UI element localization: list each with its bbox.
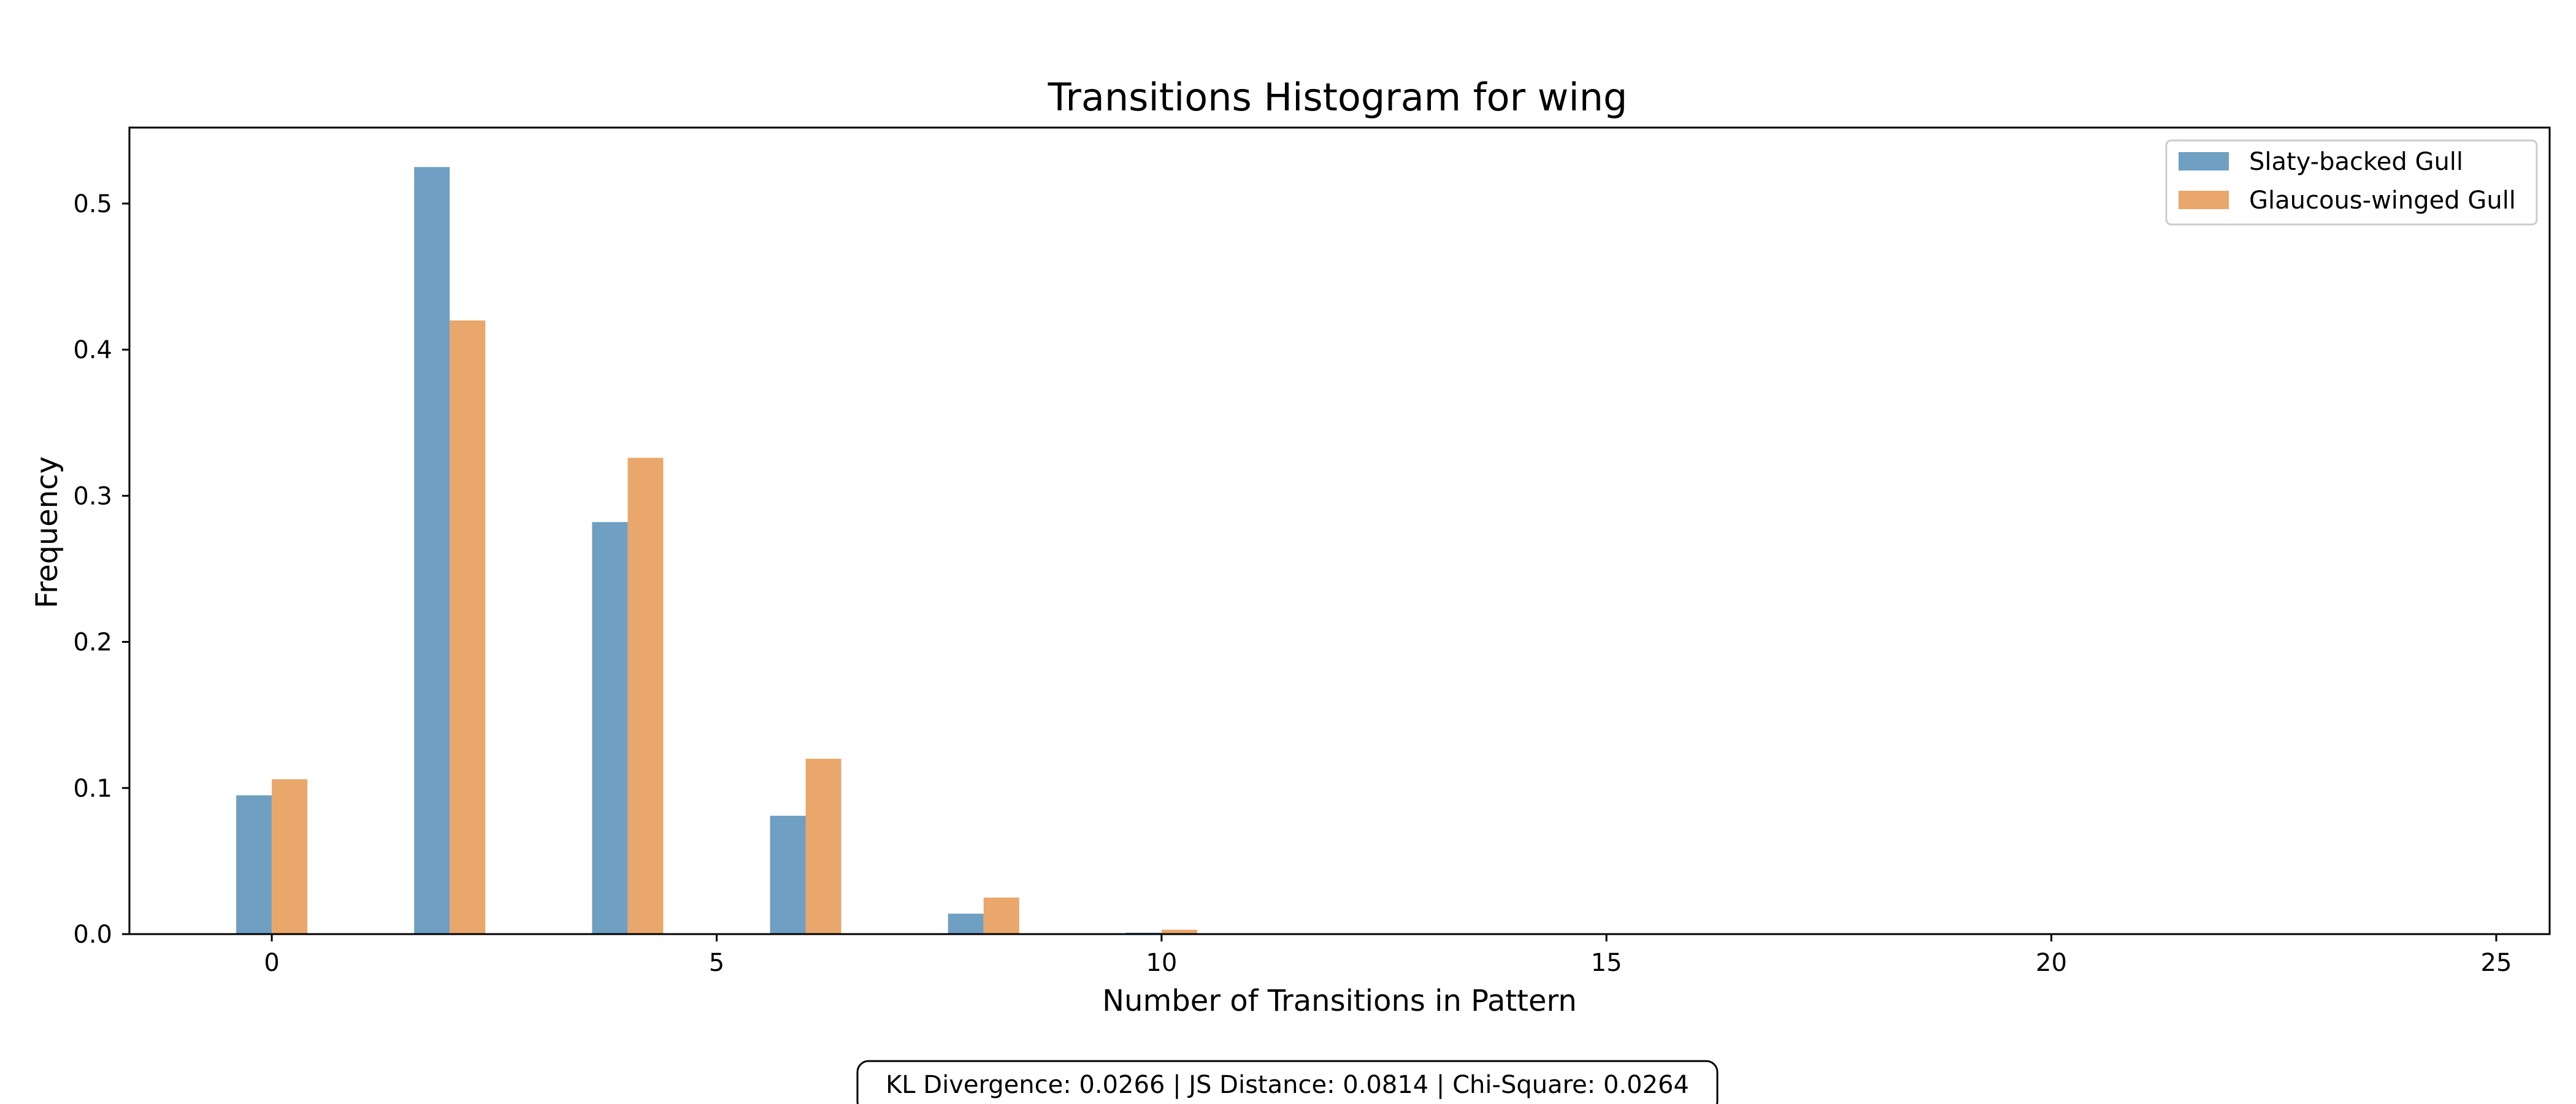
x-tick-label-0: 0 <box>264 949 279 977</box>
legend-swatch-glaucous-winged-gull <box>2179 191 2229 209</box>
legend-frame <box>2165 139 2538 226</box>
bar-slaty-backed-gull-8 <box>948 913 984 934</box>
bar-slaty-backed-gull-0 <box>236 795 272 934</box>
y-tick-label-0.1: 0.1 <box>73 775 112 803</box>
bar-slaty-backed-gull-2 <box>414 167 450 934</box>
legend-label-glaucous-winged-gull: Glaucous-winged Gull <box>2249 186 2516 215</box>
x-tick-label-10: 10 <box>1146 949 1177 977</box>
legend-label-slaty-backed-gull: Slaty-backed Gull <box>2249 148 2463 176</box>
x-tick-label-20: 20 <box>2036 949 2067 977</box>
bar-glaucous-winged-gull-6 <box>805 759 841 934</box>
y-axis-label: Frequency <box>30 456 64 608</box>
x-axis-ticks: 0 5 10 15 20 25 <box>264 934 2512 977</box>
legend: Slaty-backed Gull Glaucous-winged Gull <box>2165 139 2538 226</box>
bars-layer <box>236 167 1197 934</box>
x-tick-label-15: 15 <box>1591 949 1622 977</box>
legend-swatch-slaty-backed-gull <box>2179 152 2229 171</box>
chart-title: Transitions Histogram for wing <box>1048 75 1628 120</box>
x-axis-label: Number of Transitions in Pattern <box>1102 984 1577 1018</box>
stats-box-frame <box>856 1060 1719 1104</box>
plot-frame <box>128 126 2551 935</box>
y-tick-label-0.5: 0.5 <box>73 190 112 218</box>
bar-glaucous-winged-gull-8 <box>983 897 1019 934</box>
stats-box: KL Divergence: 0.0266 | JS Distance: 0.0… <box>856 1060 1719 1104</box>
stats-text: KL Divergence: 0.0266 | JS Distance: 0.0… <box>886 1071 1689 1099</box>
bar-glaucous-winged-gull-4 <box>627 458 664 934</box>
y-tick-label-0.4: 0.4 <box>73 336 112 364</box>
bar-glaucous-winged-gull-10 <box>1161 929 1197 934</box>
x-tick-label-5: 5 <box>709 949 724 977</box>
y-tick-label-0.0: 0.0 <box>73 921 112 949</box>
x-tick-label-25: 25 <box>2481 949 2512 977</box>
y-tick-label-0.2: 0.2 <box>73 629 112 657</box>
y-tick-label-0.3: 0.3 <box>73 482 112 510</box>
bar-slaty-backed-gull-4 <box>592 522 628 934</box>
y-axis-ticks: 0.0 0.1 0.2 0.3 0.4 0.5 <box>73 190 129 949</box>
bar-slaty-backed-gull-6 <box>770 816 806 934</box>
bar-glaucous-winged-gull-2 <box>450 320 486 934</box>
bar-glaucous-winged-gull-0 <box>272 779 308 934</box>
